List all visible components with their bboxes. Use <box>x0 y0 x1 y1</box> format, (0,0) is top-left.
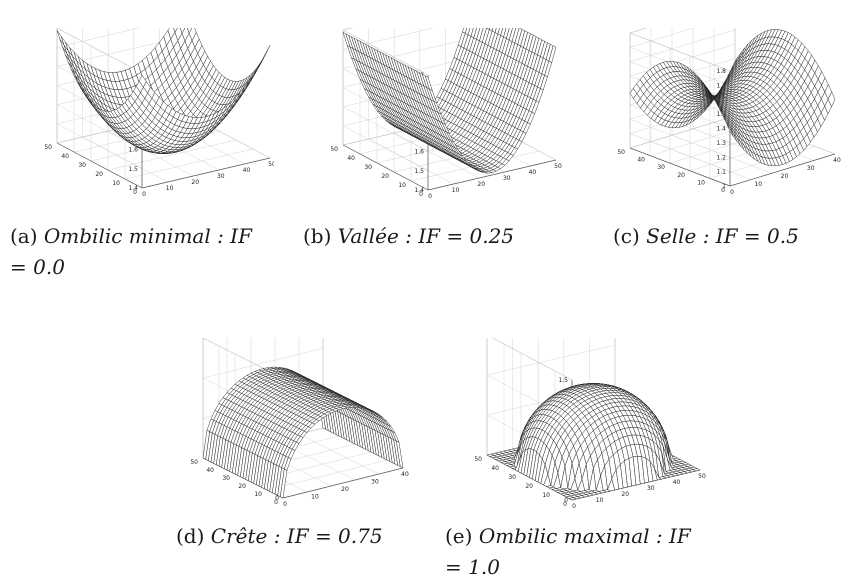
caption-c-text: Selle : IF = 0.5 <box>646 224 799 248</box>
y-tick-label: 0 <box>133 189 137 196</box>
x-tick-label: 30 <box>217 173 225 180</box>
y-tick-label: 0 <box>721 187 725 194</box>
caption-e-text: Ombilic maximal : IF <box>479 524 691 548</box>
x-tick-label: 40 <box>833 157 841 164</box>
x-tick-label: 0 <box>142 191 146 198</box>
caption-e: (e) Ombilic maximal : IF = 1.0 <box>445 521 735 583</box>
y-tick-label: 10 <box>398 182 406 189</box>
caption-d-text: Crête : IF = 0.75 <box>211 524 383 548</box>
caption-a: (a) Ombilic minimal : IF = 0.0 <box>10 221 290 283</box>
y-tick-label: 30 <box>508 474 516 481</box>
x-tick-label: 40 <box>673 479 681 486</box>
surface-plot-b-svg: 1.41.51.61.71.81.92010203040500102030405… <box>310 28 580 198</box>
y-tick-label: 20 <box>525 483 533 490</box>
y-tick-label: 0 <box>563 501 567 508</box>
y-tick-label: 30 <box>78 162 86 169</box>
y-tick-label: 10 <box>697 179 705 186</box>
y-tick-label: 20 <box>381 173 389 180</box>
z-tick-label: 1.1 <box>716 169 726 176</box>
z-tick-label: 1.8 <box>716 68 726 75</box>
y-tick-label: 20 <box>677 172 685 179</box>
surface-plot-d: 00.511.501020304001020304050 <box>165 338 430 508</box>
x-tick-label: 0 <box>572 503 576 508</box>
x-tick-label: 20 <box>477 181 485 188</box>
x-tick-label: 40 <box>529 169 537 176</box>
caption-c: (c) Selle : IF = 0.5 <box>613 221 853 252</box>
y-tick-label: 10 <box>254 491 262 498</box>
surface-plot-c-svg: 11.11.21.31.41.51.61.71.8010203040010203… <box>610 28 850 198</box>
z-tick-label: 1.6 <box>414 149 424 156</box>
caption-b-label: (b) <box>303 224 331 248</box>
x-tick-label: 30 <box>647 485 655 492</box>
x-tick-label: 40 <box>401 471 409 478</box>
y-tick-label: 50 <box>190 459 198 466</box>
y-tick-label: 30 <box>657 164 665 171</box>
x-tick-label: 50 <box>268 161 274 168</box>
z-tick-label: 1.6 <box>128 147 138 154</box>
y-tick-label: 50 <box>617 149 625 156</box>
caption-d: (d) Crête : IF = 0.75 <box>176 521 436 552</box>
z-tick-label: 1.4 <box>716 126 726 133</box>
caption-b: (b) Vallée : IF = 0.25 <box>303 221 563 252</box>
surface-plot-a: 1.41.51.61.71.81.92010203040500102030405… <box>4 28 274 198</box>
y-tick-label: 40 <box>491 465 499 472</box>
z-tick-label: 1.5 <box>558 377 568 384</box>
x-tick-label: 0 <box>428 193 432 198</box>
y-tick-label: 20 <box>238 483 246 490</box>
x-tick-label: 20 <box>781 173 789 180</box>
caption-e-label: (e) <box>445 524 472 548</box>
x-tick-label: 20 <box>341 486 349 493</box>
x-tick-label: 20 <box>191 179 199 186</box>
y-tick-label: 40 <box>206 467 214 474</box>
z-tick-label: 1.5 <box>128 166 138 173</box>
y-tick-label: 50 <box>330 146 338 153</box>
x-tick-label: 30 <box>807 165 815 172</box>
y-tick-label: 30 <box>364 164 372 171</box>
y-tick-label: 0 <box>274 499 278 506</box>
x-tick-label: 20 <box>621 491 629 498</box>
x-tick-label: 30 <box>503 175 511 182</box>
caption-c-label: (c) <box>613 224 640 248</box>
z-tick-label: 1.3 <box>716 140 726 147</box>
x-tick-label: 10 <box>166 185 174 192</box>
x-tick-label: 10 <box>596 497 604 504</box>
z-tick-label: 1.5 <box>414 168 424 175</box>
x-tick-label: 0 <box>730 189 734 196</box>
x-tick-label: 10 <box>754 181 762 188</box>
y-tick-label: 40 <box>637 157 645 164</box>
surface-plot-c: 11.11.21.31.41.51.61.71.8010203040010203… <box>610 28 850 198</box>
surface-mesh <box>57 28 270 154</box>
x-tick-label: 10 <box>452 187 460 194</box>
y-tick-label: 40 <box>347 155 355 162</box>
caption-d-label: (d) <box>176 524 204 548</box>
y-tick-label: 10 <box>112 180 120 187</box>
caption-e-text-line2: = 1.0 <box>445 555 500 579</box>
caption-a-text: Ombilic minimal : IF <box>44 224 252 248</box>
y-tick-label: 10 <box>542 492 550 499</box>
y-tick-label: 40 <box>61 153 69 160</box>
x-tick-label: 40 <box>243 167 251 174</box>
y-tick-label: 0 <box>419 191 423 198</box>
y-tick-label: 50 <box>44 144 52 151</box>
x-tick-label: 30 <box>371 479 379 486</box>
surface-plot-a-svg: 1.41.51.61.71.81.92010203040500102030405… <box>4 28 274 198</box>
surface-mesh <box>487 383 700 500</box>
y-tick-label: 30 <box>222 475 230 482</box>
caption-a-text-line2: = 0.0 <box>10 255 65 279</box>
x-tick-label: 50 <box>698 473 706 480</box>
z-tick-label: 1.2 <box>716 154 726 161</box>
caption-a-label: (a) <box>10 224 38 248</box>
surface-plot-d-svg: 00.511.501020304001020304050 <box>165 338 430 508</box>
x-tick-label: 50 <box>554 163 562 170</box>
x-tick-label: 0 <box>283 501 287 508</box>
surface-mesh <box>343 28 556 173</box>
surface-plot-b: 1.41.51.61.71.81.92010203040500102030405… <box>310 28 580 198</box>
x-tick-label: 10 <box>311 494 319 501</box>
caption-b-text: Vallée : IF = 0.25 <box>338 224 514 248</box>
y-tick-label: 50 <box>474 456 482 463</box>
y-tick-label: 20 <box>95 171 103 178</box>
